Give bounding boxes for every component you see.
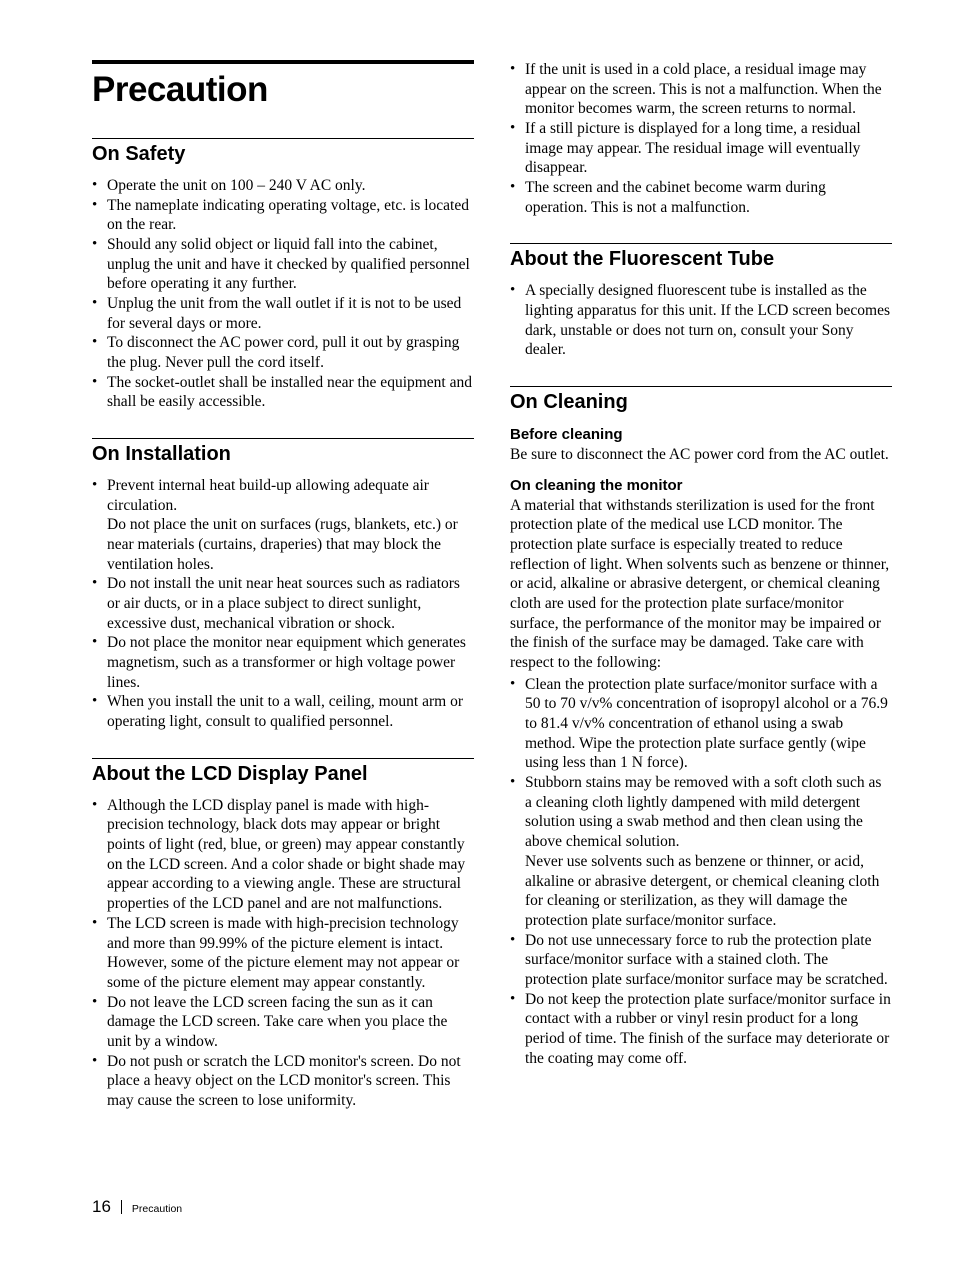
list-item: A specially designed fluorescent tube is… bbox=[510, 281, 892, 360]
list-item: To disconnect the AC power cord, pull it… bbox=[92, 333, 474, 372]
list-item: Unplug the unit from the wall outlet if … bbox=[92, 294, 474, 333]
list-item: Operate the unit on 100 – 240 V AC only. bbox=[92, 176, 474, 196]
section-rule bbox=[92, 138, 474, 139]
body-text: Be sure to disconnect the AC power cord … bbox=[510, 445, 892, 465]
list-item: If the unit is used in a cold place, a r… bbox=[510, 60, 892, 119]
list-item: Do not leave the LCD screen facing the s… bbox=[92, 993, 474, 1052]
page-title: Precaution bbox=[92, 70, 474, 110]
list-item: Stubborn stains may be removed with a so… bbox=[510, 773, 892, 930]
body-text: A material that withstands sterilization… bbox=[510, 496, 892, 673]
footer-label: Precaution bbox=[132, 1203, 182, 1215]
list-item: When you install the unit to a wall, cei… bbox=[92, 692, 474, 731]
list-item: The screen and the cabinet become warm d… bbox=[510, 178, 892, 217]
list-item: Do not place the monitor near equipment … bbox=[92, 633, 474, 692]
list-item: Do not push or scratch the LCD monitor's… bbox=[92, 1052, 474, 1111]
list-item: Should any solid object or liquid fall i… bbox=[92, 235, 474, 294]
section-rule bbox=[510, 386, 892, 387]
section-on-safety: On Safety Operate the unit on 100 – 240 … bbox=[92, 138, 474, 412]
list-item: Clean the protection plate surface/monit… bbox=[510, 675, 892, 773]
title-rule bbox=[92, 60, 474, 64]
section-rule bbox=[92, 758, 474, 759]
list-item: Do not keep the protection plate surface… bbox=[510, 990, 892, 1069]
document-page: Precaution On Safety Operate the unit on… bbox=[0, 0, 954, 1247]
bullet-list: Clean the protection plate surface/monit… bbox=[510, 675, 892, 1068]
list-item: Do not install the unit near heat source… bbox=[92, 574, 474, 633]
list-item: The socket-outlet shall be installed nea… bbox=[92, 373, 474, 412]
section-lcd-panel: About the LCD Display Panel Although the… bbox=[92, 758, 474, 1111]
section-heading: On Installation bbox=[92, 443, 474, 466]
section-rule bbox=[92, 438, 474, 439]
section-heading: About the Fluorescent Tube bbox=[510, 248, 892, 271]
sub-heading: On cleaning the monitor bbox=[510, 477, 892, 494]
two-column-layout: Precaution On Safety Operate the unit on… bbox=[92, 60, 892, 1137]
footer-divider bbox=[121, 1200, 122, 1214]
section-fluorescent-tube: About the Fluorescent Tube A specially d… bbox=[510, 243, 892, 360]
section-on-cleaning: On Cleaning Before cleaning Be sure to d… bbox=[510, 386, 892, 1068]
list-item: The nameplate indicating operating volta… bbox=[92, 196, 474, 235]
page-number: 16 bbox=[92, 1197, 111, 1217]
right-column: If the unit is used in a cold place, a r… bbox=[510, 60, 892, 1137]
section-heading: About the LCD Display Panel bbox=[92, 763, 474, 786]
page-footer: 16 Precaution bbox=[92, 1197, 892, 1217]
list-item: Prevent internal heat build-up allowing … bbox=[92, 476, 474, 574]
bullet-list: Operate the unit on 100 – 240 V AC only.… bbox=[92, 176, 474, 412]
list-item: Do not use unnecessary force to rub the … bbox=[510, 931, 892, 990]
bullet-list: A specially designed fluorescent tube is… bbox=[510, 281, 892, 360]
section-rule bbox=[510, 243, 892, 244]
left-column: Precaution On Safety Operate the unit on… bbox=[92, 60, 474, 1137]
bullet-list: Although the LCD display panel is made w… bbox=[92, 796, 474, 1111]
bullet-list: If the unit is used in a cold place, a r… bbox=[510, 60, 892, 217]
section-on-installation: On Installation Prevent internal heat bu… bbox=[92, 438, 474, 732]
section-heading: On Safety bbox=[92, 143, 474, 166]
bullet-list: Prevent internal heat build-up allowing … bbox=[92, 476, 474, 732]
list-item: The LCD screen is made with high-precisi… bbox=[92, 914, 474, 993]
list-item: If a still picture is displayed for a lo… bbox=[510, 119, 892, 178]
sub-heading: Before cleaning bbox=[510, 426, 892, 443]
list-item: Although the LCD display panel is made w… bbox=[92, 796, 474, 914]
section-heading: On Cleaning bbox=[510, 391, 892, 414]
